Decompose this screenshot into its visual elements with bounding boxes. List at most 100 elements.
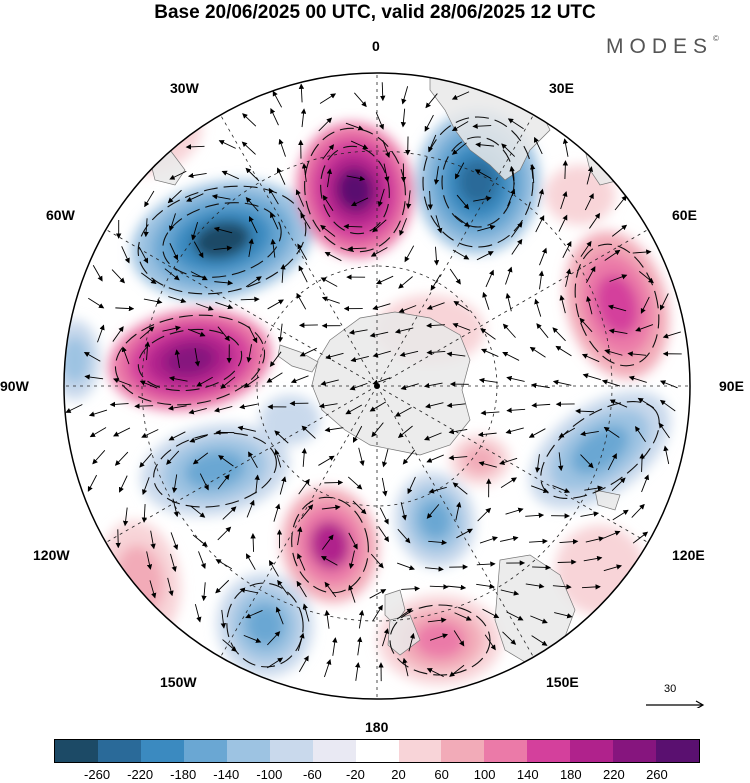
wind-arrow bbox=[348, 329, 368, 335]
wind-arrow bbox=[658, 422, 670, 439]
land-outline bbox=[594, 489, 621, 511]
wind-arrow bbox=[407, 476, 416, 495]
wind-arrow bbox=[398, 305, 417, 313]
contour-line bbox=[137, 328, 243, 392]
land-mask bbox=[149, 73, 621, 666]
wind-arrow bbox=[214, 406, 233, 413]
wind-arrow bbox=[266, 657, 284, 669]
wind-arrow bbox=[397, 562, 415, 571]
wind-arrow bbox=[451, 142, 467, 155]
wind-arrow bbox=[243, 376, 260, 388]
wind-arrow bbox=[321, 534, 334, 550]
colorbar-swatch bbox=[97, 740, 141, 762]
wind-arrow bbox=[534, 454, 541, 473]
wind-arrow bbox=[448, 428, 468, 435]
wind-arrow bbox=[427, 617, 447, 623]
wind-arrow bbox=[239, 587, 259, 594]
wind-arrow bbox=[408, 632, 415, 652]
wind-arrow bbox=[372, 604, 383, 622]
wind-arrow bbox=[453, 630, 465, 647]
contour-line bbox=[162, 202, 282, 278]
wind-arrow bbox=[299, 347, 317, 357]
wind-arrow bbox=[456, 528, 473, 539]
colorbar-swatch bbox=[484, 740, 528, 762]
wind-arrow bbox=[88, 297, 105, 309]
wind-arrow bbox=[482, 608, 500, 618]
wind-arrow bbox=[604, 249, 621, 261]
wind-arrow bbox=[301, 163, 308, 182]
wind-arrow bbox=[476, 583, 495, 589]
wind-arrow bbox=[507, 118, 524, 130]
wind-arrow bbox=[270, 108, 279, 126]
wind-arrow bbox=[270, 212, 279, 230]
wind-arrow bbox=[218, 455, 234, 467]
wind-arrow bbox=[447, 584, 467, 591]
wind-arrow bbox=[350, 197, 369, 207]
wind-arrow bbox=[505, 427, 524, 435]
wind-arrow bbox=[174, 349, 181, 368]
wind-arrow bbox=[537, 188, 545, 208]
colorbar-tick-label: 60 bbox=[434, 767, 449, 782]
wind-arrow bbox=[474, 169, 492, 180]
wind-arrow bbox=[279, 476, 287, 495]
wind-arrow bbox=[139, 380, 158, 389]
wind-arrow bbox=[478, 377, 498, 384]
wind-arrow bbox=[499, 535, 519, 542]
wind-arrow bbox=[162, 325, 181, 332]
wind-arrow bbox=[375, 275, 394, 285]
wind-arrow bbox=[270, 238, 276, 258]
wind-arrow bbox=[452, 322, 471, 331]
contour-line bbox=[291, 496, 369, 594]
wind-arrow bbox=[396, 608, 413, 620]
wind-arrow bbox=[631, 503, 645, 518]
wind-arrow bbox=[372, 377, 391, 385]
wind-arrow bbox=[500, 477, 517, 488]
lon-label-60e: 60E bbox=[672, 207, 697, 223]
wind-arrow bbox=[248, 216, 258, 234]
wind-arrow bbox=[211, 194, 231, 200]
wind-arrow bbox=[142, 477, 150, 496]
wind-arrow bbox=[88, 409, 108, 417]
wind-arrow bbox=[354, 92, 367, 108]
wind-arrow bbox=[562, 160, 569, 180]
wind-arrow bbox=[149, 580, 157, 599]
wind-arrow bbox=[246, 344, 252, 363]
wind-arrow bbox=[401, 86, 409, 105]
wind-arrow bbox=[321, 504, 341, 511]
wind-arrow bbox=[109, 401, 129, 408]
wind-arrow bbox=[298, 83, 305, 103]
wind-arrow bbox=[166, 450, 180, 465]
wind-arrow bbox=[134, 403, 154, 409]
wind-arrow bbox=[425, 402, 444, 409]
wind-arrow bbox=[659, 399, 676, 412]
wind-arrow bbox=[169, 243, 179, 261]
wind-arrow bbox=[584, 193, 594, 211]
wind-arrow bbox=[113, 427, 131, 437]
colorbar-tick-label: 260 bbox=[646, 767, 668, 782]
wind-arrow bbox=[451, 91, 470, 100]
wind-arrow bbox=[659, 293, 669, 311]
wind-arrow bbox=[430, 274, 441, 291]
wind-arrow bbox=[531, 635, 548, 646]
wind-arrow bbox=[428, 539, 448, 546]
wind-arrow bbox=[552, 485, 571, 494]
wind-arrow bbox=[640, 296, 650, 314]
wind-arrow bbox=[502, 323, 516, 338]
wind-arrow bbox=[192, 452, 209, 465]
colorbar-tick-label: -260 bbox=[84, 767, 111, 782]
wind-arrow bbox=[144, 341, 151, 361]
wind-arrow bbox=[254, 474, 260, 494]
lon-label-90w: 90W bbox=[0, 378, 29, 394]
colorbar-tick-label: 140 bbox=[516, 767, 539, 782]
wind-arrow bbox=[274, 449, 282, 468]
wind-arrow bbox=[607, 453, 617, 471]
wind-arrow bbox=[118, 475, 128, 493]
wind-arrow bbox=[562, 138, 569, 157]
wind-arrow bbox=[167, 405, 187, 411]
wind-arrow bbox=[602, 530, 621, 539]
wind-arrow bbox=[449, 664, 465, 677]
wind-arrow bbox=[552, 584, 572, 590]
wind-arrow bbox=[322, 144, 335, 160]
wind-arrow bbox=[525, 512, 545, 519]
wind-arrow bbox=[472, 123, 492, 129]
